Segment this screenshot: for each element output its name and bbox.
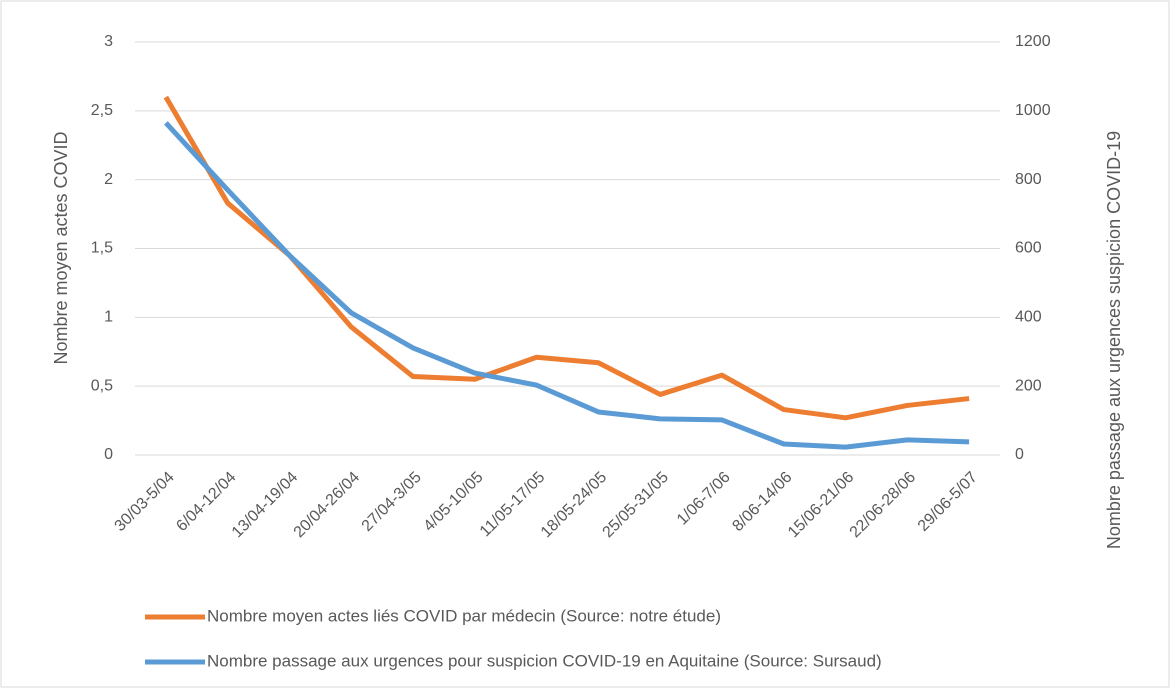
legend-label: Nombre moyen actes liés COVID par médeci… (207, 606, 721, 625)
y2-tick-label: 600 (1015, 240, 1042, 257)
y-axis-title: Nombre moyen actes COVID (51, 131, 71, 364)
y-tick-label: 1,5 (91, 240, 113, 257)
y-tick-label: 2,5 (91, 102, 113, 119)
y2-tick-label: 0 (1015, 446, 1024, 463)
y2-axis-title: Nombre passage aux urgences suspicion CO… (1104, 131, 1124, 549)
y-tick-label: 2 (104, 171, 113, 188)
y-tick-label: 0,5 (91, 377, 113, 394)
y2-tick-label: 400 (1015, 309, 1042, 326)
legend-label: Nombre passage aux urgences pour suspici… (207, 651, 882, 670)
y2-tick-label: 200 (1015, 377, 1042, 394)
y2-tick-label: 800 (1015, 171, 1042, 188)
y2-tick-label: 1200 (1015, 33, 1051, 50)
y2-tick-label: 1000 (1015, 102, 1051, 119)
y-tick-label: 1 (104, 309, 113, 326)
y-tick-label: 0 (104, 446, 113, 463)
line-series (164, 121, 970, 450)
y-tick-label: 3 (104, 33, 113, 50)
